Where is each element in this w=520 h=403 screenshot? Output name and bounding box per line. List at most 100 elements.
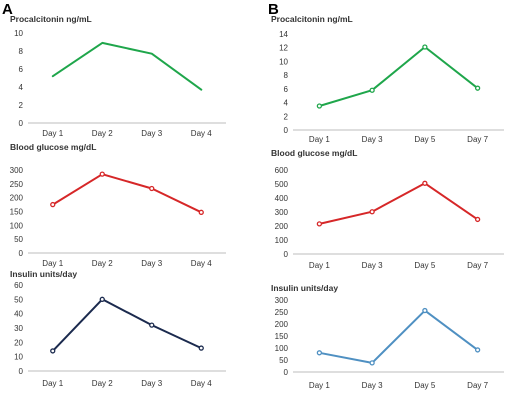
chart-1: Procalcitonin ng/mL 0 2 4 6 8 10 Day 1 Day 2 Day … <box>10 14 226 138</box>
x-tick-label: Day 2 <box>92 379 113 388</box>
y-tick-label: 60 <box>14 281 23 290</box>
y-tick-label: 10 <box>14 29 23 38</box>
y-tick-label: 50 <box>14 295 23 304</box>
data-point <box>474 216 481 223</box>
panel-letter-a: A <box>2 1 13 18</box>
y-tick-label: 100 <box>275 236 289 245</box>
data-point <box>474 347 481 353</box>
x-tick-label: Day 2 <box>92 259 113 268</box>
chart-title: Insulin units/day <box>10 269 77 279</box>
y-tick-label: 250 <box>275 308 289 317</box>
data-point <box>50 201 56 208</box>
y-tick-label: 0 <box>19 249 24 258</box>
chart-title: Procalcitonin ng/mL <box>271 14 353 24</box>
data-point <box>422 307 428 314</box>
chart-title: Insulin units/day <box>271 283 338 293</box>
x-tick-label: Day 3 <box>362 261 383 270</box>
x-tick-label: Day 4 <box>191 379 212 388</box>
data-point <box>316 103 323 109</box>
y-tick-label: 0 <box>284 250 289 259</box>
data-point <box>369 87 375 93</box>
data-point <box>316 350 323 356</box>
series-line <box>51 298 203 352</box>
y-tick-label: 300 <box>275 296 289 305</box>
x-tick-label: Day 1 <box>309 381 330 390</box>
x-tick-label: Day 1 <box>309 135 330 144</box>
series-line <box>51 173 203 214</box>
y-tick-label: 30 <box>14 324 23 333</box>
y-tick-label: 8 <box>19 47 24 56</box>
x-tick-label: Day 7 <box>467 381 488 390</box>
x-tick-label: Day 3 <box>362 381 383 390</box>
x-tick-label: Day 3 <box>141 379 162 388</box>
data-point <box>369 360 375 366</box>
y-tick-label: 200 <box>275 222 289 231</box>
chart-title: Procalcitonin ng/mL <box>10 14 92 24</box>
series-line <box>318 182 479 225</box>
x-tick-label: Day 1 <box>42 129 63 138</box>
data-point <box>149 185 155 192</box>
data-point <box>198 209 204 215</box>
y-tick-label: 12 <box>279 44 288 53</box>
data-point <box>50 348 56 354</box>
data-point <box>99 171 105 177</box>
data-point <box>316 221 323 227</box>
x-tick-label: Day 7 <box>467 135 488 144</box>
chart-title: Blood glucose mg/dL <box>271 148 357 158</box>
y-tick-label: 0 <box>284 126 289 135</box>
y-tick-label: 40 <box>14 310 23 319</box>
y-tick-label: 100 <box>275 344 289 353</box>
x-tick-label: Day 5 <box>414 135 435 144</box>
data-point <box>198 345 204 351</box>
y-tick-label: 400 <box>275 194 289 203</box>
y-tick-label: 600 <box>275 166 289 175</box>
x-tick-label: Day 2 <box>92 129 113 138</box>
x-tick-label: Day 4 <box>191 259 212 268</box>
y-tick-label: 4 <box>284 99 289 108</box>
x-tick-label: Day 4 <box>191 129 212 138</box>
data-point <box>149 322 155 328</box>
x-tick-label: Day 1 <box>42 379 63 388</box>
y-tick-label: 300 <box>275 208 289 217</box>
y-tick-label: 300 <box>10 166 24 175</box>
y-tick-label: 4 <box>19 83 24 92</box>
y-tick-label: 10 <box>14 353 23 362</box>
x-tick-label: Day 3 <box>141 129 162 138</box>
y-tick-label: 2 <box>284 112 289 121</box>
x-tick-label: Day 1 <box>309 261 330 270</box>
data-point <box>422 44 428 50</box>
y-tick-label: 14 <box>279 30 288 39</box>
y-tick-label: 6 <box>284 85 289 94</box>
charts: Procalcitonin ng/mL 0 2 4 6 8 10 Day 1 Day 2 Day … <box>10 14 504 390</box>
y-tick-label: 200 <box>10 194 24 203</box>
x-tick-label: Day 5 <box>414 261 435 270</box>
y-tick-label: 10 <box>279 57 288 66</box>
y-tick-label: 50 <box>279 356 288 365</box>
y-tick-label: 0 <box>19 119 24 128</box>
x-tick-label: Day 3 <box>141 259 162 268</box>
y-tick-label: 100 <box>10 221 24 230</box>
chart-3: Insulin units/day 0 10 20 30 40 50 60 Day 1 Day 2… <box>10 269 226 388</box>
chart-4: Procalcitonin ng/mL 0 2 4 6 8 10 12 14 Day 1 Day 3… <box>271 14 504 144</box>
y-tick-label: 0 <box>19 367 24 376</box>
data-point <box>474 85 481 91</box>
x-tick-label: Day 3 <box>362 135 383 144</box>
y-tick-label: 500 <box>275 180 289 189</box>
chart-5: Blood glucose mg/dL 0 100 200 300 400 500 600 Da… <box>271 148 504 270</box>
chart-2: Blood glucose mg/dL 0 50 100 150 200 250 300 Day… <box>10 142 226 268</box>
data-point <box>422 180 428 186</box>
y-tick-label: 20 <box>14 338 23 347</box>
series-line <box>318 309 479 364</box>
data-point <box>369 209 375 215</box>
y-tick-label: 2 <box>19 101 24 110</box>
y-tick-label: 8 <box>284 71 289 80</box>
y-tick-label: 0 <box>284 368 289 377</box>
x-tick-label: Day 5 <box>414 381 435 390</box>
panel-letter-b: B <box>268 1 279 18</box>
y-tick-label: 6 <box>19 65 24 74</box>
data-point <box>99 296 105 302</box>
chart-6: Insulin units/day 0 50 100 150 200 250 300 Day 1… <box>271 283 504 390</box>
y-tick-label: 250 <box>10 180 24 189</box>
series-line <box>318 46 479 107</box>
